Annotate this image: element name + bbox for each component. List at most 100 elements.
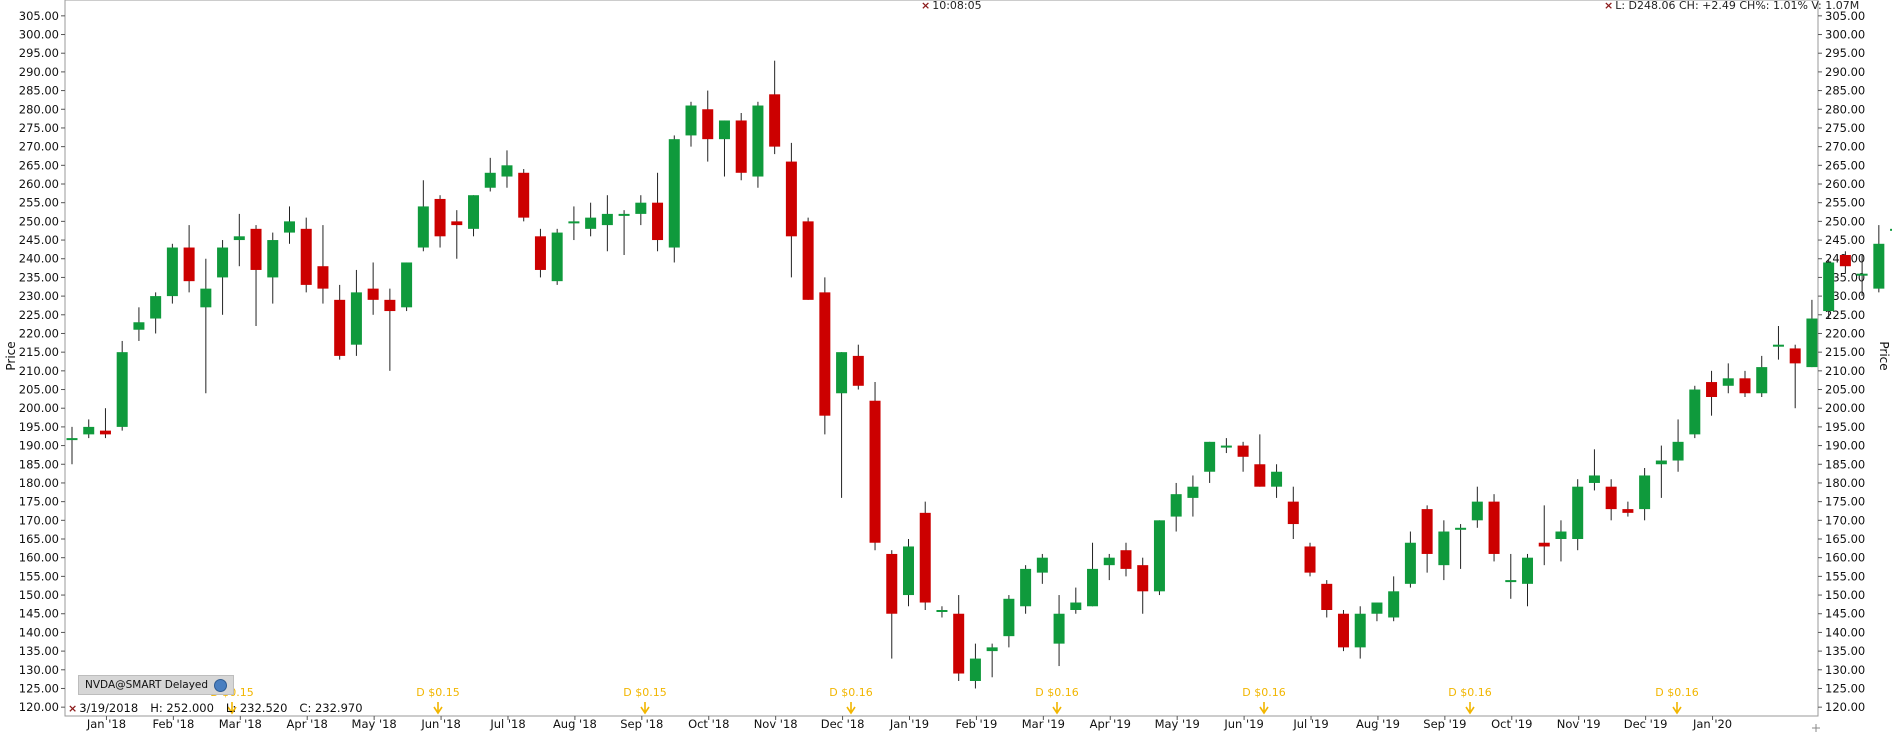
y-tick-label-right: 215.00: [1825, 345, 1865, 359]
candle-up: [1036, 557, 1048, 573]
candle-down: [702, 109, 714, 140]
dividend-arrow-icon: [640, 702, 650, 715]
candle-up: [1522, 557, 1534, 584]
candle-up: [200, 288, 212, 308]
candle-up: [350, 292, 362, 345]
dividend-arrow-icon: [433, 702, 443, 715]
candle-up: [718, 120, 730, 140]
candle-up: [1070, 602, 1082, 610]
candle-up: [836, 352, 848, 394]
candle-down: [1137, 565, 1149, 592]
candle-up: [969, 658, 981, 681]
x-tick-label: Mar '19: [1022, 717, 1065, 731]
candle-down: [802, 221, 814, 300]
candle-down: [434, 198, 446, 237]
candle-up: [1639, 475, 1651, 510]
y-tick-label-right: 195.00: [1825, 420, 1865, 434]
candle-up: [986, 647, 998, 652]
x-tick-label: Mar '18: [219, 717, 262, 731]
y-tick-label-right: 250.00: [1825, 214, 1865, 228]
dividend-label: D $0.16: [1448, 686, 1491, 699]
y-tick-label-left: 205.00: [19, 383, 59, 397]
candle-up: [267, 240, 279, 278]
candle-down: [1538, 542, 1550, 547]
candle-up: [1103, 557, 1115, 566]
time-marker-icon: ×: [921, 0, 931, 12]
candle-down: [886, 553, 898, 614]
y-tick-label-right: 255.00: [1825, 196, 1865, 210]
y-tick-label-left: 125.00: [19, 681, 59, 695]
y-tick-label-right: 245.00: [1825, 233, 1865, 247]
dividend-arrow-icon: [227, 702, 237, 715]
candle-up: [217, 247, 229, 278]
candle-up: [1823, 262, 1835, 312]
y-tick-label-left: 155.00: [19, 569, 59, 583]
y-tick-label-right: 235.00: [1825, 270, 1865, 284]
candle-up: [1020, 568, 1032, 607]
candle-up: [618, 213, 630, 216]
candle-down: [183, 247, 195, 282]
x-tick-label: Oct '18: [688, 717, 729, 731]
candle-down: [1839, 255, 1851, 267]
x-tick-label: Nov '18: [754, 717, 798, 731]
candle-down: [384, 299, 396, 312]
y-tick-label-left: 160.00: [19, 551, 59, 565]
dividend-arrow-icon: [1465, 702, 1475, 715]
dividend-arrow-icon: [1052, 702, 1062, 715]
dividend-arrow-icon: [1259, 702, 1269, 715]
dividend-label: D $0.15: [416, 686, 459, 699]
y-tick-label-left: 245.00: [19, 233, 59, 247]
quote-marker-icon: ×: [1604, 0, 1614, 12]
candle-down: [1120, 550, 1132, 569]
candle-up: [1003, 598, 1015, 637]
candle-down: [534, 236, 546, 270]
y-tick-label-right: 160.00: [1825, 551, 1865, 565]
candle-up: [1572, 486, 1584, 539]
x-tick-label: Jan '18: [86, 717, 126, 731]
candle-up: [551, 232, 563, 282]
candle-up: [635, 202, 647, 214]
candle-up: [401, 262, 413, 308]
y-tick-label-right: 165.00: [1825, 532, 1865, 546]
candle-up: [1220, 445, 1232, 448]
y-tick-label-left: 260.00: [19, 177, 59, 191]
candle-up: [1388, 591, 1400, 618]
y-tick-label-right: 270.00: [1825, 140, 1865, 154]
y-tick-label-right: 295.00: [1825, 46, 1865, 60]
candle-up: [1087, 568, 1099, 607]
y-tick-label-left: 185.00: [19, 457, 59, 471]
dividend-label: D $0.16: [1242, 686, 1285, 699]
candle-down: [953, 613, 965, 674]
candle-up: [1890, 228, 1892, 231]
y-tick-label-right: 135.00: [1825, 644, 1865, 658]
y-tick-label-right: 260.00: [1825, 177, 1865, 191]
symbol-badge[interactable]: NVDA@SMART Delayed: [78, 675, 235, 695]
candle-up: [1354, 613, 1366, 648]
dividend-arrow-icon: [1672, 702, 1682, 715]
symbol-label: NVDA@SMART Delayed: [85, 679, 209, 691]
y-tick-label-right: 125.00: [1825, 681, 1865, 695]
y-tick-label-left: 210.00: [19, 364, 59, 378]
candle-down: [1421, 509, 1433, 554]
y-tick-label-left: 230.00: [19, 289, 59, 303]
candle-up: [1404, 542, 1416, 584]
y-tick-label-right: 170.00: [1825, 513, 1865, 527]
candle-up: [1555, 531, 1567, 539]
globe-icon[interactable]: [214, 678, 228, 692]
y-tick-label-left: 215.00: [19, 345, 59, 359]
candle-down: [300, 228, 312, 285]
candle-up: [601, 213, 613, 226]
y-tick-label-right: 305.00: [1825, 9, 1865, 23]
x-tick-label: Dec '19: [1624, 717, 1668, 731]
candle-down: [451, 221, 463, 226]
y-tick-label-right: 150.00: [1825, 588, 1865, 602]
y-tick-label-left: 290.00: [19, 65, 59, 79]
candle-up: [903, 546, 914, 596]
candle-down: [735, 120, 747, 173]
x-tick-label: Sep '19: [1423, 717, 1466, 731]
y-tick-label-left: 150.00: [19, 588, 59, 602]
status-date: × 3/19/2018: [68, 701, 139, 715]
y-tick-label-right: 300.00: [1825, 28, 1865, 42]
